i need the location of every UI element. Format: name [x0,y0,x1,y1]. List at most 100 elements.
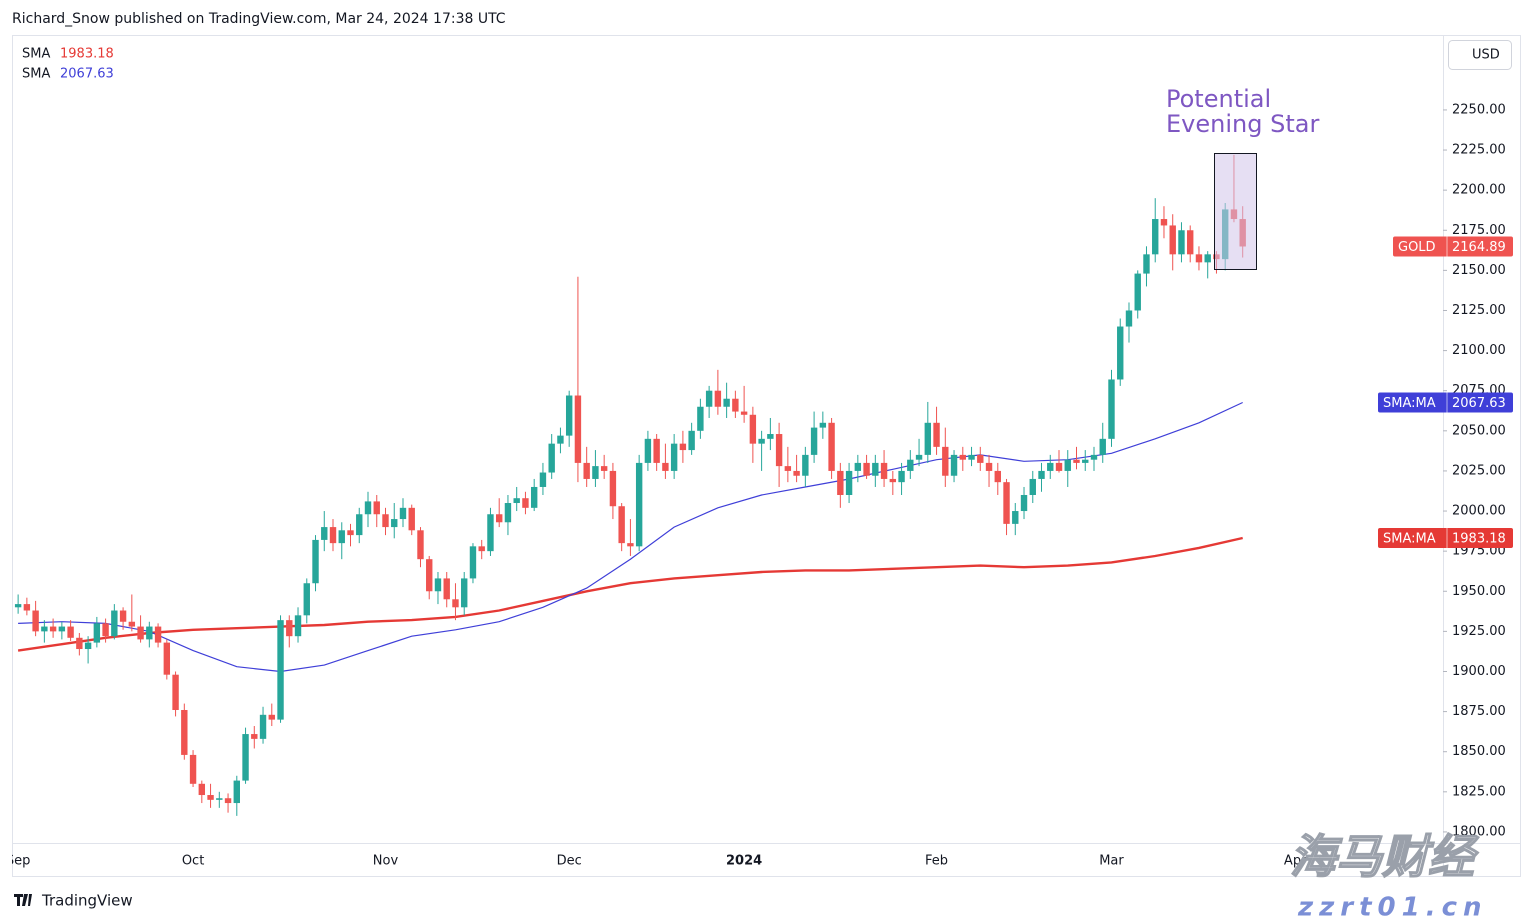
candle-body [758,438,765,444]
candle-body [277,620,284,720]
candle [1090,446,1098,471]
candle-body [399,507,407,520]
price-tag-value: 2164.89 [1452,240,1506,255]
candle [583,446,590,487]
y-tick-label: 2000.00 [1452,504,1506,519]
candle [854,454,862,483]
price-tag-value: 1983.18 [1452,532,1506,547]
currency-button[interactable] [1448,40,1512,70]
candle-body [259,714,267,739]
candle-body [1047,462,1054,471]
candle [1195,246,1203,271]
candle-body [76,637,83,650]
candle-body [898,470,905,483]
candle [872,454,879,487]
candle [723,382,730,418]
candle-body [154,626,162,643]
candle [697,398,704,439]
candle-body [1038,470,1045,479]
candle [373,494,380,528]
legend-name: SMA [22,47,50,62]
candle [513,486,520,512]
candle-body [294,615,302,637]
candle-body [356,514,363,536]
candle [312,535,319,592]
candle [1064,450,1071,487]
candle-body [609,470,617,507]
candle [399,498,407,528]
price-tag: SMA:MA 2067.63 [1378,392,1513,413]
candle [417,527,424,568]
candle [1134,270,1141,319]
candle [1082,450,1089,471]
candle [1020,486,1028,520]
candle [259,706,267,744]
candle [49,618,57,638]
y-tick-label: 2150.00 [1452,263,1506,278]
candle [452,583,459,621]
candle-body [1169,225,1176,255]
candle-body [1125,310,1133,327]
candle [557,427,564,454]
candle-body [740,411,748,415]
candle-body [268,714,275,720]
candle [530,478,538,512]
candle [1073,446,1080,470]
candle [1029,470,1036,504]
candle-body [530,486,538,508]
candle-body [469,546,477,579]
candle-body [1029,478,1036,495]
candle [277,615,284,723]
candle [845,462,853,504]
candle-body [793,470,800,476]
candle [76,632,83,656]
candle-body [119,610,127,622]
time-axis: Sep Oct Nov Dec 2024 Feb Mar Apr [12,854,1307,869]
candle-body [574,395,582,463]
candle [14,594,22,614]
price-axis: 1800.00 1825.00 1850.00 1875.00 1900.00 1925.… [1443,102,1506,839]
y-tick-label: 2250.00 [1452,102,1506,117]
candle-body [14,604,22,608]
candle-body [172,674,179,710]
candle-body [102,623,109,637]
x-tick-label: Feb [925,854,948,869]
candle [574,276,582,483]
candle [793,454,800,483]
candle [828,417,835,479]
price-tag-label: SMA:MA [1383,532,1436,547]
candle [347,523,354,547]
candle-body [1082,459,1089,463]
candle-body [635,462,643,547]
currency-label[interactable]: USD [1472,48,1500,63]
y-tick-label: 2225.00 [1452,143,1506,158]
price-tag-bg [1378,528,1513,549]
candle [863,454,870,479]
candle [907,450,914,479]
candle [1160,206,1168,239]
price-tag: SMA:MA 1983.18 [1378,528,1513,549]
candle [1187,225,1194,263]
candle [1003,478,1010,536]
candle-body [93,623,101,643]
candle-body [662,462,669,471]
candle-body [338,530,345,544]
logo-mark [14,894,32,906]
candle [802,446,809,487]
candle [670,434,678,479]
y-tick-label: 1875.00 [1452,704,1506,719]
candle-body [854,462,862,471]
candle-body [513,498,520,504]
candle-body [714,390,722,407]
y-tick-label: 1825.00 [1452,784,1506,799]
candle-body [67,626,74,638]
candle [819,411,827,439]
candle-body [1090,454,1098,460]
candle-body [775,434,783,467]
candle [950,450,958,483]
candle [968,446,975,467]
candle-body [1020,494,1028,512]
candle-body [697,406,704,431]
price-pane [14,154,1246,816]
pattern-box [1214,153,1257,270]
